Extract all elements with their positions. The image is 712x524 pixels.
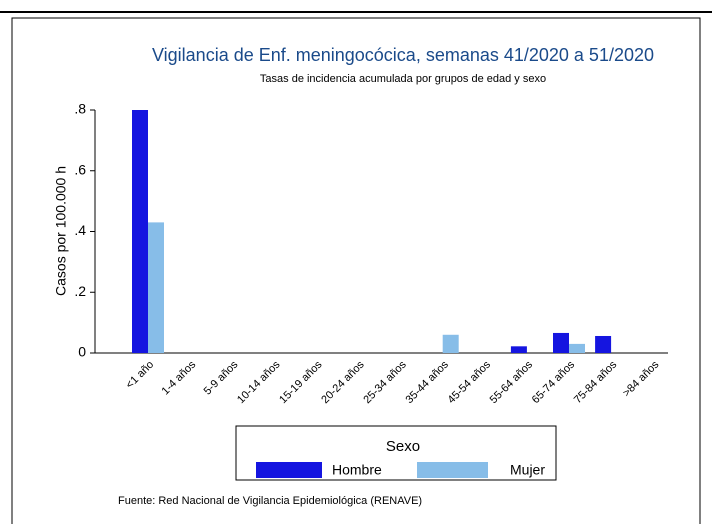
chart-title: Vigilancia de Enf. meningocócica, semana… bbox=[152, 45, 654, 65]
chart-subtitle: Tasas de incidencia acumulada por grupos… bbox=[260, 73, 546, 85]
source-note: Fuente: Red Nacional de Vigilancia Epide… bbox=[118, 495, 422, 507]
y-tick-label: .4 bbox=[74, 222, 86, 238]
legend-label: Hombre bbox=[332, 462, 382, 478]
bar bbox=[510, 346, 527, 353]
legend-title: Sexo bbox=[386, 438, 420, 455]
bar bbox=[595, 335, 612, 353]
y-tick-label: .2 bbox=[74, 283, 86, 299]
y-tick-label: .6 bbox=[74, 161, 86, 177]
legend-swatch bbox=[256, 462, 322, 478]
bar bbox=[132, 110, 148, 353]
legend-label: Mujer bbox=[510, 462, 545, 478]
bar bbox=[569, 343, 585, 353]
bar bbox=[553, 332, 569, 353]
legend-swatch bbox=[417, 462, 488, 478]
y-tick-label: 0 bbox=[78, 344, 86, 360]
bar bbox=[148, 222, 164, 353]
y-tick-label: .8 bbox=[74, 101, 86, 117]
bar bbox=[442, 334, 459, 353]
y-axis-label: Casos por 100.000 h bbox=[53, 166, 69, 296]
